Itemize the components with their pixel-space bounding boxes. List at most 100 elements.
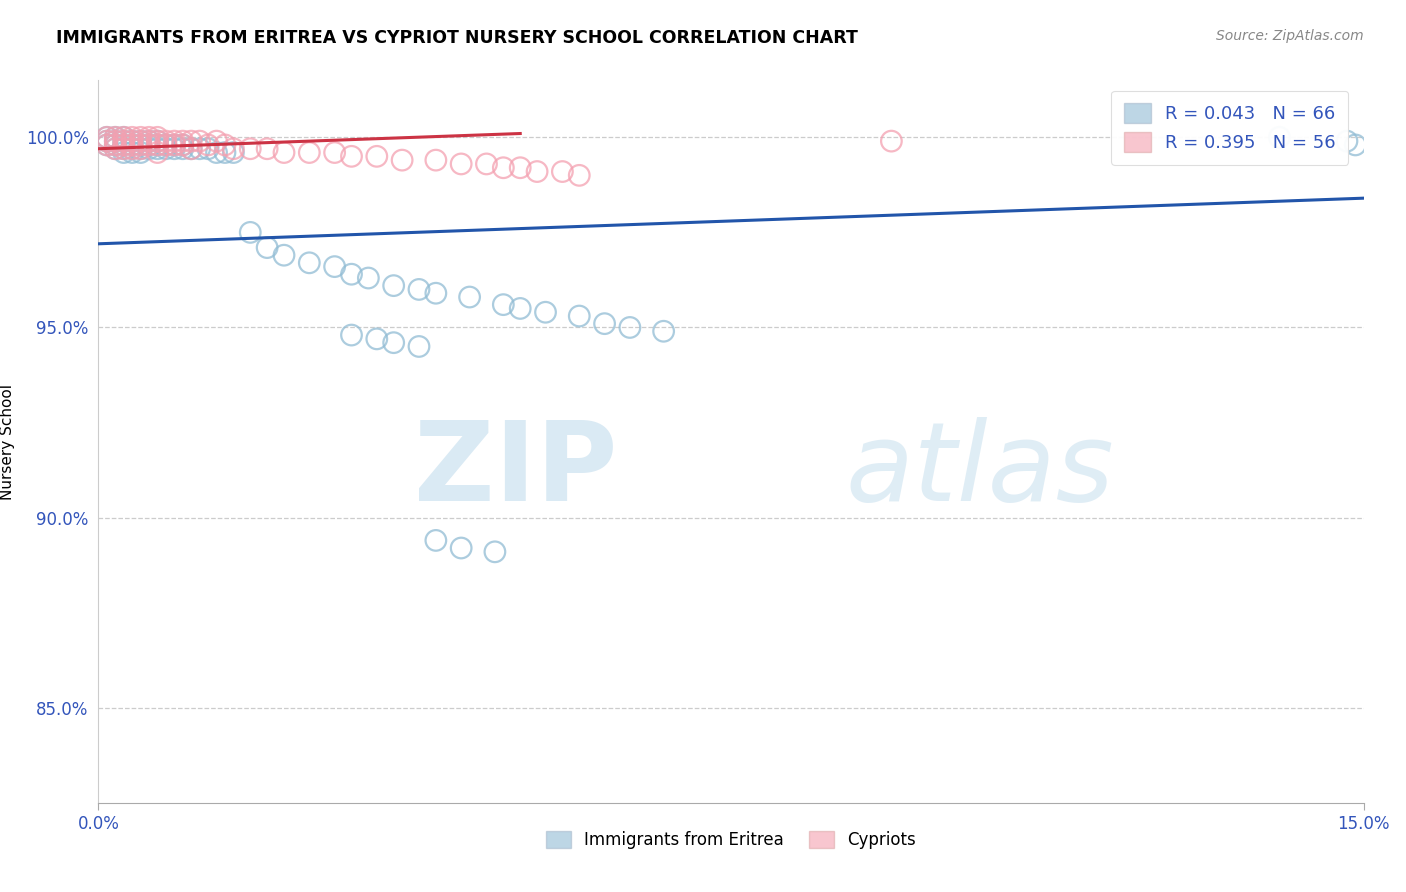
Point — [121, 145, 143, 160]
Point — [1268, 130, 1291, 145]
Point — [239, 226, 262, 240]
Point — [568, 309, 591, 323]
Point — [129, 134, 152, 148]
Point — [155, 137, 177, 152]
Point — [138, 130, 160, 145]
Point — [104, 142, 127, 156]
Point — [458, 290, 481, 304]
Point — [880, 134, 903, 148]
Point — [593, 317, 616, 331]
Point — [323, 145, 346, 160]
Point — [104, 142, 127, 156]
Point — [172, 137, 194, 152]
Point — [138, 137, 160, 152]
Point — [129, 134, 152, 148]
Point — [129, 130, 152, 145]
Point — [138, 137, 160, 152]
Point — [112, 130, 135, 145]
Point — [96, 137, 118, 152]
Point — [408, 339, 430, 353]
Point — [129, 145, 152, 160]
Point — [366, 332, 388, 346]
Point — [197, 137, 219, 152]
Point — [180, 142, 202, 156]
Point — [205, 145, 228, 160]
Point — [323, 260, 346, 274]
Point — [129, 137, 152, 152]
Point — [273, 145, 295, 160]
Text: atlas: atlas — [845, 417, 1114, 524]
Point — [138, 134, 160, 148]
Point — [172, 142, 194, 156]
Point — [104, 130, 127, 145]
Point — [121, 142, 143, 156]
Point — [188, 142, 211, 156]
Point — [112, 134, 135, 148]
Point — [146, 134, 169, 148]
Point — [568, 169, 591, 183]
Point — [146, 134, 169, 148]
Point — [298, 145, 321, 160]
Legend: Immigrants from Eritrea, Cypriots: Immigrants from Eritrea, Cypriots — [540, 824, 922, 856]
Point — [425, 286, 447, 301]
Point — [96, 134, 118, 148]
Point — [146, 142, 169, 156]
Point — [112, 142, 135, 156]
Text: IMMIGRANTS FROM ERITREA VS CYPRIOT NURSERY SCHOOL CORRELATION CHART: IMMIGRANTS FROM ERITREA VS CYPRIOT NURSE… — [56, 29, 858, 47]
Point — [492, 161, 515, 175]
Point — [180, 142, 202, 156]
Point — [112, 134, 135, 148]
Point — [121, 137, 143, 152]
Point — [298, 256, 321, 270]
Point — [104, 134, 127, 148]
Point — [121, 142, 143, 156]
Point — [340, 149, 363, 163]
Point — [619, 320, 641, 334]
Point — [155, 134, 177, 148]
Point — [492, 298, 515, 312]
Point — [112, 145, 135, 160]
Point — [222, 142, 245, 156]
Y-axis label: Nursery School: Nursery School — [0, 384, 14, 500]
Point — [129, 142, 152, 156]
Point — [534, 305, 557, 319]
Point — [408, 282, 430, 296]
Point — [163, 134, 186, 148]
Point — [112, 142, 135, 156]
Point — [163, 142, 186, 156]
Point — [475, 157, 498, 171]
Point — [197, 142, 219, 156]
Point — [484, 545, 506, 559]
Point — [112, 130, 135, 145]
Point — [96, 134, 118, 148]
Point — [129, 142, 152, 156]
Point — [340, 328, 363, 343]
Point — [205, 134, 228, 148]
Point — [391, 153, 413, 168]
Text: Source: ZipAtlas.com: Source: ZipAtlas.com — [1216, 29, 1364, 44]
Point — [180, 134, 202, 148]
Point — [172, 137, 194, 152]
Point — [551, 164, 574, 178]
Point — [382, 278, 405, 293]
Point — [222, 145, 245, 160]
Point — [155, 137, 177, 152]
Point — [129, 137, 152, 152]
Point — [214, 137, 236, 152]
Point — [509, 301, 531, 316]
Point — [96, 130, 118, 145]
Point — [425, 153, 447, 168]
Point — [104, 137, 127, 152]
Point — [357, 271, 380, 285]
Point — [366, 149, 388, 163]
Point — [104, 134, 127, 148]
Point — [112, 137, 135, 152]
Point — [155, 142, 177, 156]
Point — [121, 130, 143, 145]
Point — [509, 161, 531, 175]
Point — [273, 248, 295, 262]
Point — [121, 134, 143, 148]
Point — [163, 137, 186, 152]
Point — [96, 130, 118, 145]
Point — [652, 324, 675, 338]
